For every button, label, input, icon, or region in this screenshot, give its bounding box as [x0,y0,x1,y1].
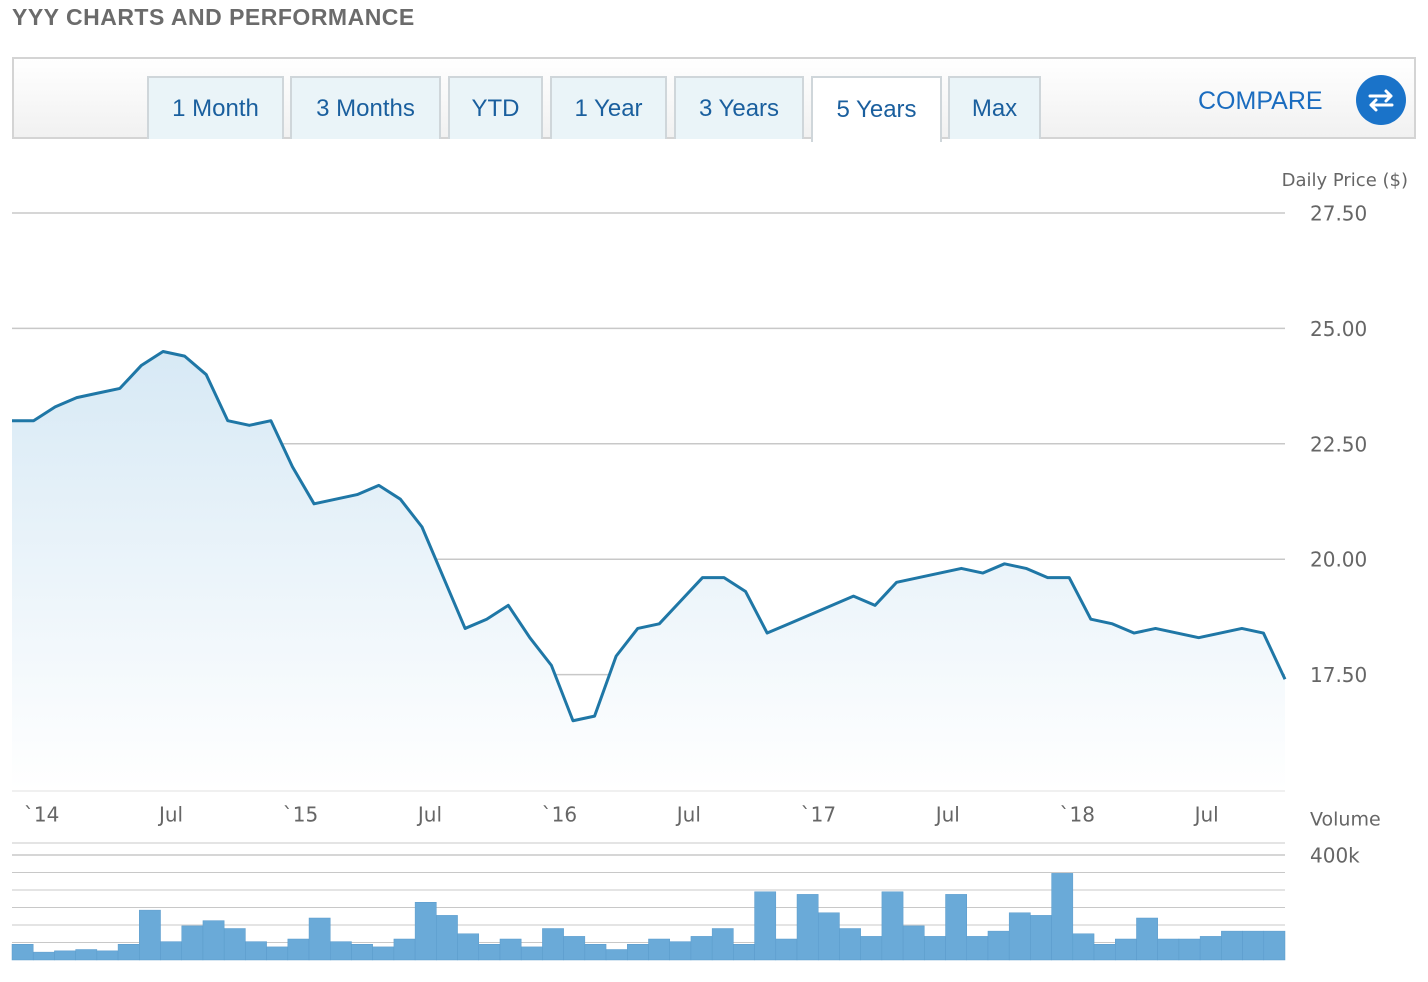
volume-bar [520,946,543,961]
volume-bar [860,936,883,961]
x-tick-label: `17 [801,803,836,827]
x-tick-label: `16 [542,803,577,827]
volume-bar [117,944,140,961]
x-tick-label: `18 [1060,803,1095,827]
volume-bar [987,930,1010,961]
volume-bar [563,936,586,961]
volume-bar [1199,936,1222,961]
volume-bar [287,938,310,961]
volume-bar [372,946,395,961]
volume-bar [1157,938,1180,961]
y-tick-label: 20.00 [1310,548,1367,572]
volume-bar [711,928,734,961]
y-axis-label: Volume [1310,809,1381,831]
tab[interactable]: Max [948,76,1041,139]
volume-bar [1136,917,1158,961]
x-tick-label: Jul [675,803,701,827]
volume-bar [1030,915,1052,961]
tab[interactable]: 1 Month [147,76,284,139]
volume-bar [457,933,480,961]
volume-bar [1008,912,1031,961]
volume-bar [775,938,798,961]
volume-bar [796,894,819,961]
tab[interactable]: 1 Year [550,76,667,139]
volume-bar [1263,930,1286,961]
y-tick-label: 17.50 [1310,663,1367,687]
volume-bar [881,891,904,961]
volume-bar [1242,930,1265,961]
volume-bar [669,941,692,961]
volume-bar [839,928,861,961]
volume-bar [32,951,55,961]
tab[interactable]: YTD [448,76,543,139]
y-tick-label: 400k [1310,844,1360,868]
volume-bar [499,938,522,961]
price-line [12,349,1287,723]
volume-bar [266,946,289,961]
volume-bar [1051,873,1074,961]
x-tick-label: `14 [24,803,59,827]
volume-bar [733,944,755,961]
page-title: YYY CHARTS AND PERFORMANCE [12,4,415,30]
volume-bar [817,912,840,961]
volume-bar [754,891,777,961]
y-tick-label: 22.50 [1310,432,1367,456]
x-tick-label: Jul [416,803,442,827]
x-tick-label: Jul [1193,803,1219,827]
x-tick-label: Jul [157,803,183,827]
compare-button[interactable] [1356,75,1406,125]
volume-bar [436,915,458,961]
volume-bar [648,938,670,961]
y-axis-label: Daily Price ($) [1282,170,1408,191]
compare-icon [1368,89,1394,112]
x-tick-label: `15 [283,803,318,827]
volume-bar [96,950,119,961]
x-tick-label: Jul [934,803,960,827]
volume-bar [245,941,267,961]
volume-bar [1178,938,1201,961]
volume-bar [330,941,352,961]
volume-bar [690,936,713,961]
tab[interactable]: 3 Months [290,76,441,139]
volume-bar [966,936,989,961]
volume-bar [223,928,246,961]
volume-bar [181,925,204,961]
volume-bar [414,902,437,961]
compare-link[interactable]: COMPARE [1198,87,1323,115]
tab[interactable]: 5 Years [811,76,942,142]
y-tick-label: 25.00 [1310,317,1367,341]
volume-bar [139,909,161,961]
volume-bar [1072,933,1095,961]
volume-bar [945,894,967,961]
volume-bar [75,949,98,961]
volume-bar [1093,944,1116,961]
volume-bar [1115,938,1137,961]
volume-bar [393,938,416,961]
volume-bar [308,917,331,961]
volume-bar [202,920,225,961]
volume-bar [351,944,373,961]
volume-bar [605,949,628,961]
volume-bar [1221,930,1243,961]
volume-bar [902,925,925,961]
volume-bar [11,944,34,961]
volume-bar [542,928,564,961]
volume-bar [924,936,946,961]
tab[interactable]: 3 Years [674,76,804,139]
y-tick-label: 27.50 [1310,202,1367,226]
volume-bar [160,941,182,961]
volume-bar [54,950,76,961]
volume-bar [584,944,607,961]
volume-bar [478,944,501,961]
area-fill [12,351,1285,790]
volume-bar [627,944,649,961]
